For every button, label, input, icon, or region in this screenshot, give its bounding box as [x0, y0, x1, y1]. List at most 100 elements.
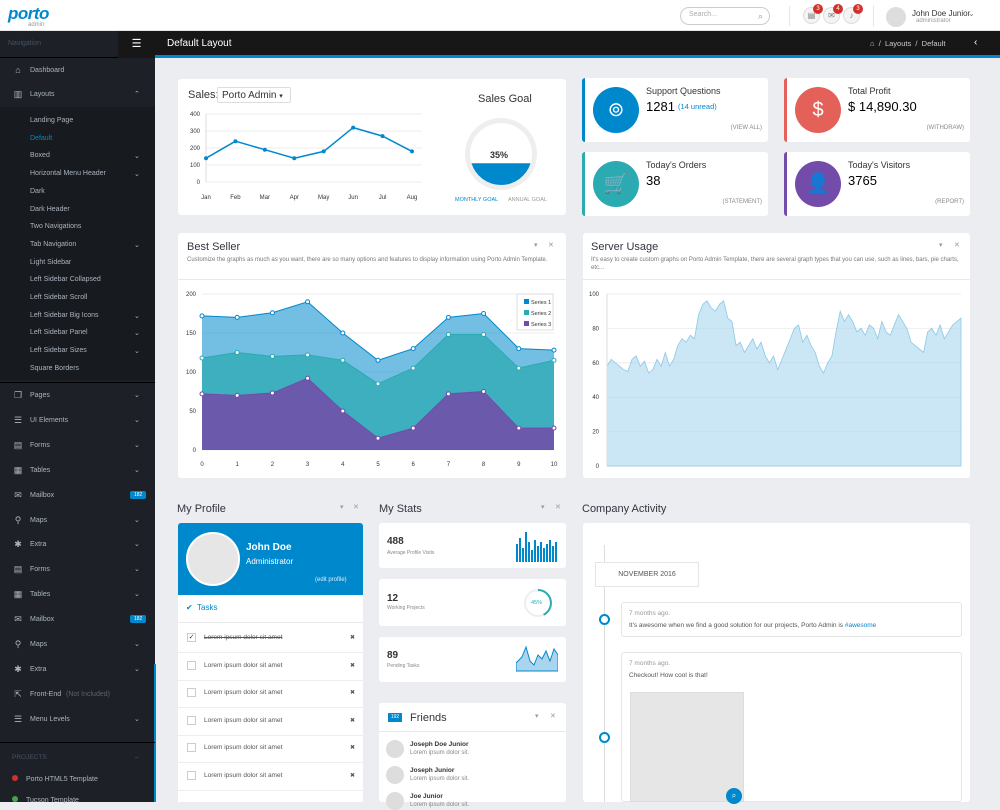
tasks-icon[interactable]: ▤ 3 [803, 4, 823, 24]
friend-text: Lorem ipsum dolor sit. [410, 776, 470, 782]
sidebar-item-dashboard[interactable]: ⌂ Dashboard [0, 59, 155, 83]
post-image[interactable] [630, 692, 744, 802]
data-point [410, 346, 416, 352]
task-checkbox[interactable] [187, 715, 196, 725]
sidebar-subitem[interactable]: Two Navigations [30, 223, 140, 230]
sidebar-subitem[interactable]: Landing Page [30, 117, 140, 124]
sidebar-item-mailbox[interactable]: ✉ Mailbox 182 [0, 608, 155, 633]
friend-avatar[interactable] [386, 740, 404, 758]
task-checkbox[interactable] [187, 688, 196, 697]
remove-task-icon[interactable]: ✖ [350, 690, 356, 696]
stat-link[interactable]: (STATEMENT) [722, 199, 762, 205]
copy-icon: ❐ [13, 390, 23, 400]
asterisk-icon: ✱ [14, 539, 22, 550]
remove-task-icon[interactable]: ✖ [350, 745, 356, 751]
x-tick-label: 3 [306, 462, 310, 468]
panel-collapse-icon[interactable]: ▾ [939, 242, 943, 249]
sidebar-subitem[interactable]: Tab Navigation ⌄ [30, 241, 140, 249]
data-point [380, 134, 385, 139]
stat-link[interactable]: (REPORT) [935, 199, 964, 205]
panel-close-icon[interactable]: ✕ [548, 242, 554, 249]
friend-name[interactable]: Joseph Junior [410, 767, 455, 774]
sidebar-item-forms[interactable]: ▤ Forms ⌄ [0, 434, 155, 458]
search-input[interactable]: Search... ⌕ [680, 7, 770, 25]
panel-collapse-icon[interactable]: ▾ [340, 504, 344, 511]
sidebar-subitem[interactable]: Horizontal Menu Header ⌄ [30, 170, 140, 178]
remove-task-icon[interactable]: ✖ [350, 772, 356, 779]
sidebar-item-tables[interactable]: ▦ Tables ⌄ [0, 583, 155, 608]
sidebar-subitem[interactable]: Dark [30, 188, 140, 195]
tab-monthly-goal[interactable]: MONTHLY GOAL [455, 197, 499, 203]
tab-annual-goal[interactable]: ANNUAL GOAL [508, 197, 547, 203]
edit-profile-link[interactable]: (edit profile) [315, 577, 347, 583]
sidebar-subitem[interactable]: Left Sidebar Scroll [30, 294, 140, 301]
sidebar-toggle-icon[interactable]: ☰ [118, 31, 155, 58]
page-title: Default Layout [167, 38, 232, 49]
project-item[interactable]: Tucson Template [12, 796, 79, 804]
sidebar-subitem-label: Square Borders [30, 364, 80, 372]
stat-link[interactable]: (VIEW ALL) [730, 125, 762, 131]
sidebar-subitem[interactable]: Dark Header [30, 206, 140, 213]
sidebar-item-maps[interactable]: ⚲ Maps ⌄ [0, 509, 155, 533]
sidebar-item-maps[interactable]: ⚲ Maps ⌄ [0, 633, 155, 657]
task-checkbox[interactable] [187, 743, 196, 752]
friend-avatar[interactable] [386, 766, 404, 784]
sidebar-item-pages[interactable]: ❐ Pages ⌄ [0, 384, 155, 408]
hashtag-link[interactable]: #awesome [844, 622, 877, 629]
stat-extra[interactable]: (14 unread) [678, 102, 717, 111]
sidebar-item-extra[interactable]: ✱ Extra ⌄ [0, 533, 155, 557]
task-checkbox[interactable] [187, 770, 196, 780]
panel-collapse-icon[interactable]: ▾ [535, 713, 539, 720]
friend-name[interactable]: Joe Junior [410, 793, 443, 800]
friend-text: Lorem ipsum dolor sit. [410, 802, 470, 808]
sidebar-item-front-end[interactable]: ⇱ Front-End (Not Included) [0, 683, 155, 707]
sidebar-item-layouts[interactable]: ▥ Layouts ⌃ [0, 83, 155, 107]
chevron-down-icon[interactable]: ⌄ [968, 9, 975, 18]
stat-link[interactable]: (WITHDRAW) [926, 125, 964, 131]
collapse-icon[interactable]: – [135, 754, 139, 761]
sidebar-item-label: Dashboard [30, 67, 65, 74]
columns-icon: ▥ [13, 89, 23, 99]
envelope-icon[interactable]: ✉ 4 [823, 4, 843, 24]
sidebar-subitem[interactable]: Square Borders [30, 365, 140, 372]
sidebar-subitem[interactable]: Left Sidebar Collapsed [30, 276, 140, 283]
user-name[interactable]: John Doe Junior [912, 9, 971, 18]
chevron-left-icon[interactable]: ‹ [974, 37, 978, 48]
sidebar-item-extra[interactable]: ✱ Extra ⌄ [0, 657, 155, 682]
zoom-icon[interactable]: ⌕ [726, 788, 742, 804]
sidebar-item-mailbox[interactable]: ✉ Mailbox 182 [0, 484, 155, 508]
bell-icon[interactable]: ♪ 3 [843, 4, 863, 24]
sidebar-subitem[interactable]: Default [30, 135, 140, 142]
sidebar-subitem[interactable]: Left Sidebar Big Icons ⌄ [30, 312, 140, 320]
avatar[interactable] [886, 7, 906, 27]
remove-task-icon[interactable]: ✖ [350, 635, 356, 641]
data-point [321, 149, 326, 154]
sidebar-subitem[interactable]: Light Sidebar [30, 259, 140, 266]
task-checkbox[interactable]: ✓ [187, 633, 196, 642]
home-icon[interactable]: ⌂ [870, 39, 875, 48]
logo[interactable]: porto admin [8, 4, 49, 28]
remove-task-icon[interactable]: ✖ [350, 662, 356, 669]
panel-close-icon[interactable]: ✕ [555, 504, 561, 511]
task-checkbox[interactable] [187, 660, 196, 670]
sidebar-item-menu-levels[interactable]: ☰ Menu Levels ⌄ [0, 708, 155, 732]
x-tick-label: 0 [200, 462, 204, 468]
panel-close-icon[interactable]: ✕ [954, 242, 960, 249]
panel-collapse-icon[interactable]: ▾ [541, 504, 545, 511]
panel-close-icon[interactable]: ✕ [353, 504, 359, 511]
panel-collapse-icon[interactable]: ▾ [534, 242, 538, 249]
scrollbar[interactable] [154, 664, 156, 802]
sales-select[interactable]: Porto Admin ▾ [217, 87, 291, 103]
sidebar-subitem[interactable]: Boxed ⌄ [30, 152, 140, 160]
sidebar-subitem[interactable]: Left Sidebar Panel ⌄ [30, 329, 140, 337]
friend-name[interactable]: Joseph Doe Junior [410, 741, 469, 748]
breadcrumb-item[interactable]: Layouts [884, 39, 912, 48]
sidebar-item-ui-elements[interactable]: ☰ UI Elements ⌄ [0, 409, 155, 433]
friend-avatar[interactable] [386, 792, 404, 810]
project-item[interactable]: Porto HTML5 Template [12, 775, 98, 783]
remove-task-icon[interactable]: ✖ [350, 717, 356, 724]
sidebar-subitem[interactable]: Left Sidebar Sizes ⌄ [30, 347, 140, 355]
panel-close-icon[interactable]: ✕ [550, 713, 556, 720]
sidebar-item-forms[interactable]: ▤ Forms ⌄ [0, 558, 155, 583]
sidebar-item-tables[interactable]: ▦ Tables ⌄ [0, 459, 155, 483]
